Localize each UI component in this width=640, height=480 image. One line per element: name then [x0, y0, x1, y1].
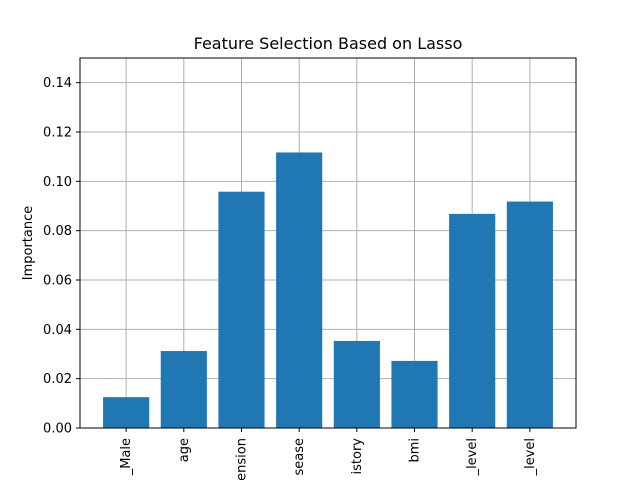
x-tick-label: _level [523, 438, 538, 476]
bar [391, 360, 438, 428]
bars [103, 152, 553, 428]
x-tick-label: _level [465, 438, 480, 476]
bar [449, 213, 496, 428]
x-tick-label: ension [234, 438, 249, 480]
y-tick-label: 0.06 [43, 274, 72, 289]
y-tick-label: 0.14 [43, 76, 72, 91]
x-tick-label: age [177, 438, 192, 462]
y-tick-label: 0.00 [43, 422, 72, 437]
y-tick-label: 0.12 [43, 126, 72, 141]
bar [103, 397, 150, 428]
chart-title: Feature Selection Based on Lasso [194, 34, 463, 53]
y-tick-label: 0.08 [43, 224, 72, 239]
bar [276, 152, 323, 428]
bar [333, 340, 380, 428]
y-tick-label: 0.10 [43, 175, 72, 190]
y-ticks: 0.00 0.02 0.04 0.06 0.08 0.10 0.12 0.14 [43, 76, 80, 437]
bar [218, 191, 265, 428]
x-tick-label: sease [292, 438, 307, 476]
x-tick-label: bmi [408, 438, 423, 463]
x-ticks: _Male age ension sease istory bmi _level _level [119, 428, 538, 480]
bar [506, 201, 553, 428]
y-tick-label: 0.02 [43, 372, 72, 387]
y-tick-label: 0.04 [43, 323, 72, 338]
x-tick-label: istory [350, 438, 365, 475]
x-tick-label: _Male [119, 438, 134, 476]
grid [80, 58, 576, 429]
y-axis-title: Importance [21, 206, 36, 281]
bar [160, 351, 207, 428]
plot-frame [79, 57, 577, 429]
